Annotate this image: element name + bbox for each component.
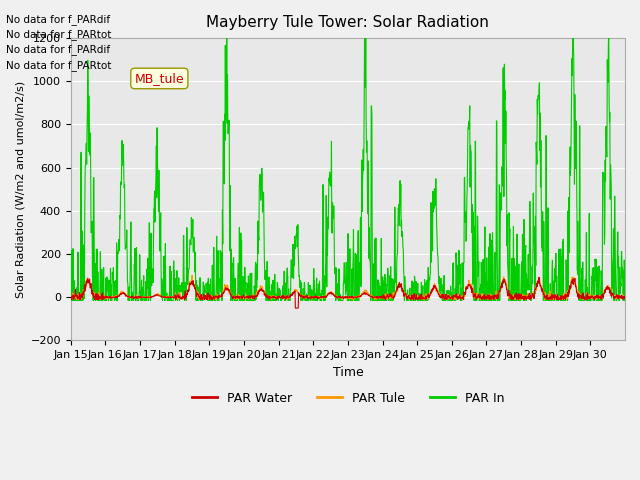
Text: No data for f_PARtot: No data for f_PARtot — [6, 60, 112, 71]
Title: Mayberry Tule Tower: Solar Radiation: Mayberry Tule Tower: Solar Radiation — [207, 15, 490, 30]
Text: No data for f_PARtot: No data for f_PARtot — [6, 29, 112, 40]
Legend: PAR Water, PAR Tule, PAR In: PAR Water, PAR Tule, PAR In — [187, 387, 509, 410]
Text: No data for f_PARdif: No data for f_PARdif — [6, 13, 111, 24]
Text: MB_tule: MB_tule — [134, 72, 184, 85]
Text: No data for f_PARdif: No data for f_PARdif — [6, 44, 111, 55]
X-axis label: Time: Time — [333, 366, 364, 379]
Y-axis label: Solar Radiation (W/m2 and umol/m2/s): Solar Radiation (W/m2 and umol/m2/s) — [15, 81, 25, 298]
